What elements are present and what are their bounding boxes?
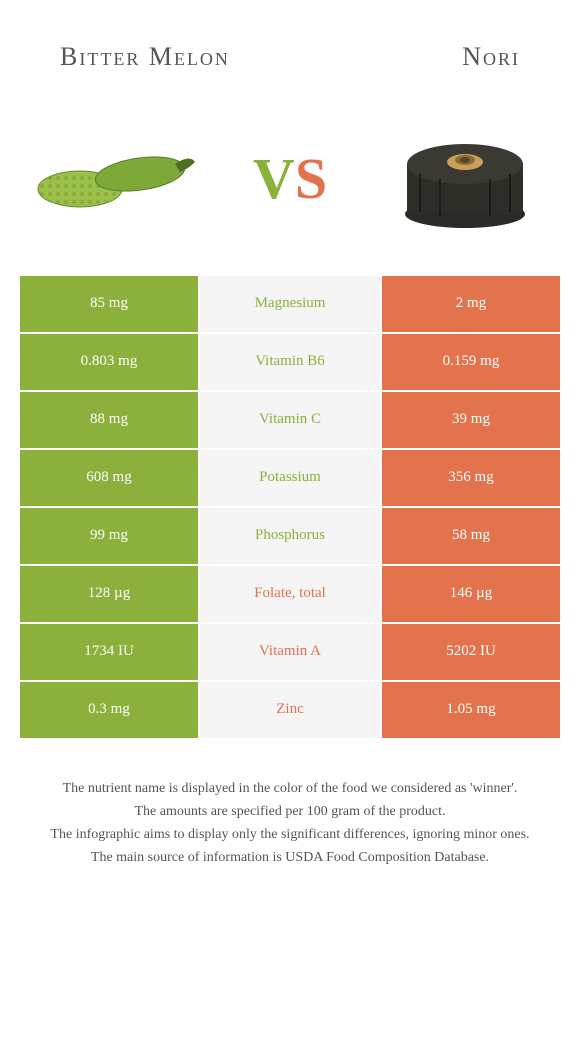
nutrient-name: Potassium (200, 450, 380, 506)
value-left: 99 mg (20, 508, 200, 564)
value-left: 88 mg (20, 392, 200, 448)
bitter-melon-image (30, 124, 200, 234)
footer-line1: The nutrient name is displayed in the co… (30, 778, 550, 799)
footer: The nutrient name is displayed in the co… (0, 738, 580, 890)
value-left: 0.803 mg (20, 334, 200, 390)
header-left: Bitter Melon (60, 40, 230, 74)
value-right: 39 mg (380, 392, 560, 448)
nutrient-name: Folate, total (200, 566, 380, 622)
vs-label: VS (253, 145, 327, 212)
table-row: 608 mgPotassium356 mg (20, 448, 560, 506)
table-row: 0.3 mgZinc1.05 mg (20, 680, 560, 738)
value-right: 0.159 mg (380, 334, 560, 390)
table-row: 128 µgFolate, total146 µg (20, 564, 560, 622)
value-left: 85 mg (20, 276, 200, 332)
value-right: 58 mg (380, 508, 560, 564)
value-right: 2 mg (380, 276, 560, 332)
header-right: Nori (462, 40, 520, 74)
vs-v: V (253, 146, 295, 211)
header: Bitter Melon Nori (0, 0, 580, 94)
table-row: 85 mgMagnesium2 mg (20, 274, 560, 332)
value-right: 146 µg (380, 566, 560, 622)
value-right: 1.05 mg (380, 682, 560, 738)
vs-s: S (295, 146, 327, 211)
nutrient-name: Phosphorus (200, 508, 380, 564)
table-row: 0.803 mgVitamin B60.159 mg (20, 332, 560, 390)
value-left: 128 µg (20, 566, 200, 622)
footer-line4: The main source of information is USDA F… (30, 847, 550, 868)
images-row: VS (0, 94, 580, 274)
footer-line2: The amounts are specified per 100 gram o… (30, 801, 550, 822)
nutrient-name: Vitamin C (200, 392, 380, 448)
value-right: 5202 IU (380, 624, 560, 680)
nutrient-table: 85 mgMagnesium2 mg0.803 mgVitamin B60.15… (20, 274, 560, 738)
nori-image (380, 124, 550, 234)
value-left: 608 mg (20, 450, 200, 506)
table-row: 1734 IUVitamin A5202 IU (20, 622, 560, 680)
table-row: 99 mgPhosphorus58 mg (20, 506, 560, 564)
nutrient-name: Vitamin A (200, 624, 380, 680)
value-left: 1734 IU (20, 624, 200, 680)
nutrient-name: Zinc (200, 682, 380, 738)
footer-line3: The infographic aims to display only the… (30, 824, 550, 845)
table-row: 88 mgVitamin C39 mg (20, 390, 560, 448)
nutrient-name: Vitamin B6 (200, 334, 380, 390)
nutrient-name: Magnesium (200, 276, 380, 332)
value-left: 0.3 mg (20, 682, 200, 738)
value-right: 356 mg (380, 450, 560, 506)
